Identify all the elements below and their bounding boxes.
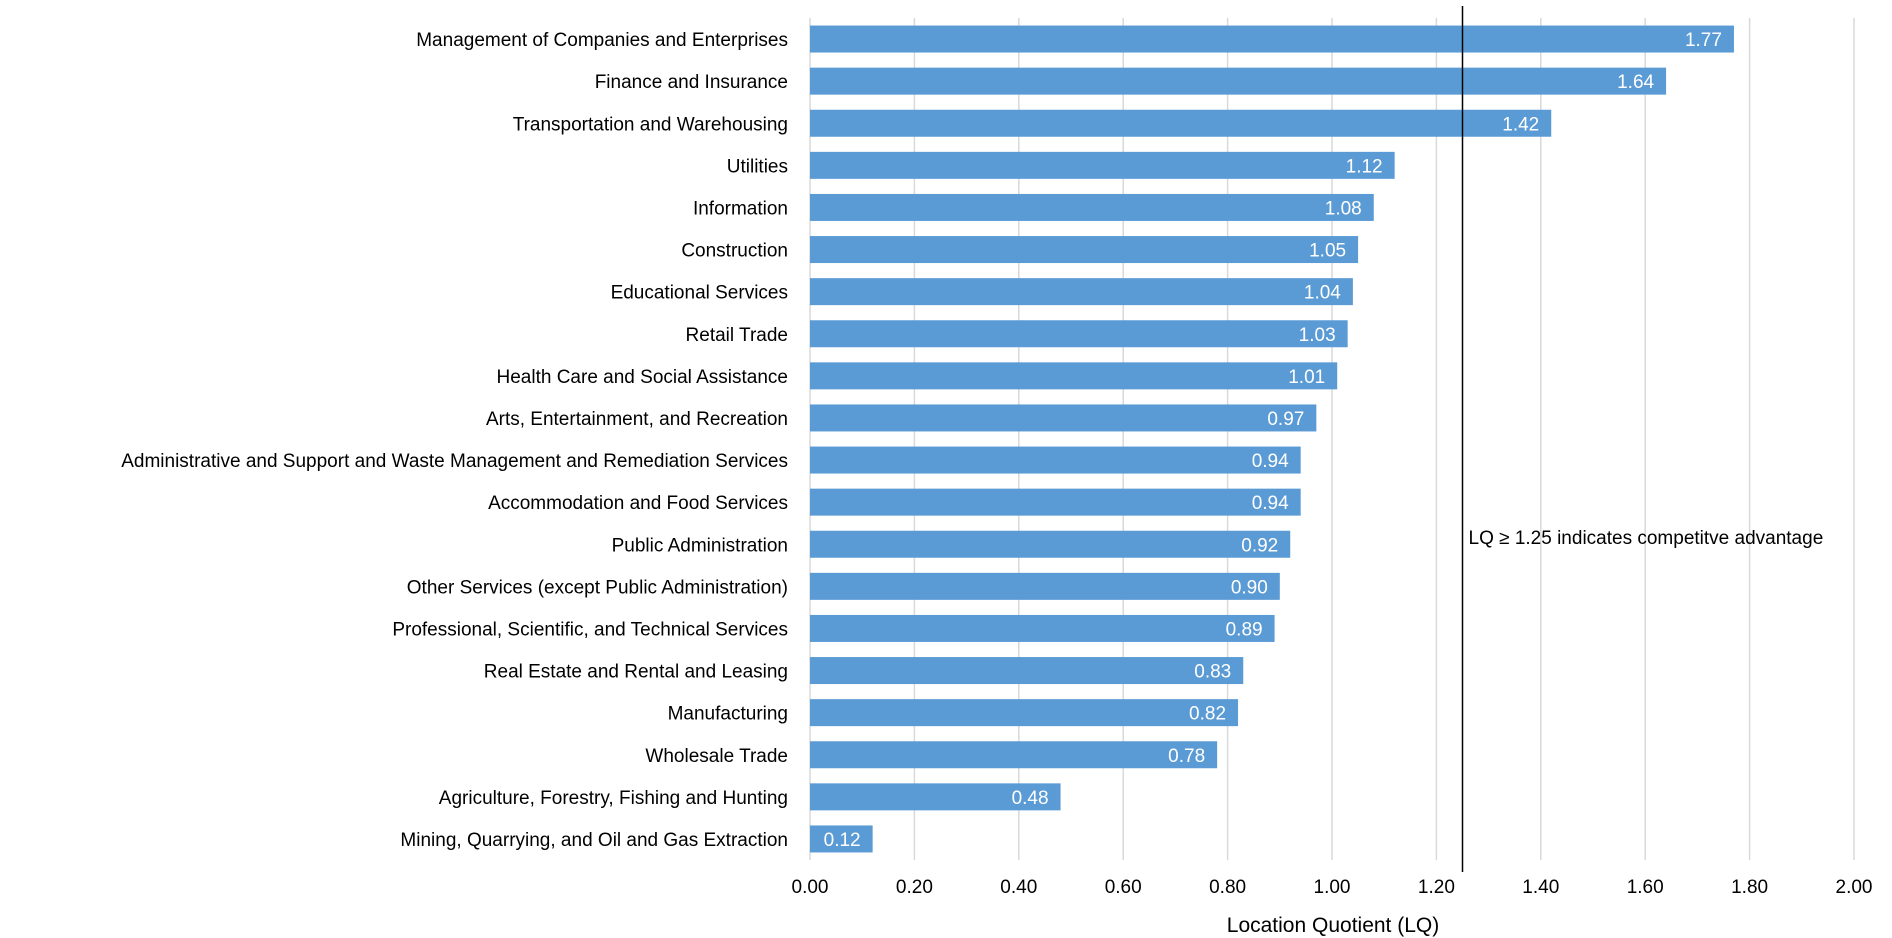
x-tick-label: 1.00: [1314, 877, 1351, 898]
bar: [810, 236, 1359, 264]
category-label: Accommodation and Food Services: [488, 493, 788, 514]
bar: [810, 783, 1061, 811]
data-label: 1.04: [1304, 283, 1341, 304]
data-label: 0.90: [1231, 577, 1268, 598]
data-label: 1.42: [1502, 114, 1539, 135]
data-label: 0.94: [1252, 451, 1289, 472]
data-label: 1.64: [1617, 72, 1654, 93]
bar: [810, 614, 1275, 642]
category-label: Construction: [681, 241, 788, 262]
bars: 1.77 1.64 1.42 1.12 1.08 1.05 1.04 1.03 1.01 0.97…: [810, 25, 1734, 853]
bar: [810, 320, 1348, 348]
reference-line-label: LQ ≥ 1.25 indicates competitve advantage: [1469, 528, 1824, 549]
x-tick-label: 1.60: [1627, 877, 1664, 898]
x-tick-labels: 0.00 0.20 0.40 0.60 0.80 1.00 1.20 1.40 1.60 1.80…: [792, 877, 1873, 898]
x-tick-label: 0.40: [1000, 877, 1037, 898]
data-label: 1.03: [1299, 325, 1336, 346]
x-tick-label: 0.20: [896, 877, 933, 898]
x-tick-label: 0.60: [1105, 877, 1142, 898]
bar: [810, 699, 1239, 727]
data-label: 0.83: [1194, 662, 1231, 683]
category-label: Professional, Scientific, and Technical …: [392, 619, 788, 640]
data-label: 0.92: [1241, 535, 1278, 556]
bar: [810, 657, 1244, 685]
data-label: 1.77: [1685, 30, 1722, 51]
reference-line-group: LQ ≥ 1.25 indicates competitve advantage: [1461, 6, 1824, 872]
bar: [810, 278, 1353, 306]
category-label: Utilities: [727, 156, 788, 177]
category-label: Other Services (except Public Administra…: [407, 577, 788, 598]
category-label: Transportation and Warehousing: [513, 114, 788, 135]
x-tick-label: 0.80: [1209, 877, 1246, 898]
data-label: 0.94: [1252, 493, 1289, 514]
category-label: Wholesale Trade: [645, 746, 788, 767]
category-label: Management of Companies and Enterprises: [416, 30, 788, 51]
category-label: Information: [693, 198, 788, 219]
data-label: 0.89: [1226, 619, 1263, 640]
bar: [810, 193, 1374, 221]
category-label: Educational Services: [611, 283, 788, 304]
x-tick-label: 0.00: [792, 877, 829, 898]
data-label: 0.12: [824, 830, 861, 851]
x-tick-label: 1.20: [1418, 877, 1455, 898]
category-label: Administrative and Support and Waste Man…: [121, 451, 788, 472]
category-label: Health Care and Social Assistance: [497, 367, 789, 388]
category-label: Finance and Insurance: [595, 72, 788, 93]
category-label: Retail Trade: [686, 325, 788, 346]
x-tick-label: 1.40: [1522, 877, 1559, 898]
data-label: 1.01: [1288, 367, 1325, 388]
x-tick-label: 2.00: [1836, 877, 1873, 898]
bar: [810, 25, 1734, 53]
category-labels: Management of Companies and Enterprises F…: [121, 30, 788, 851]
data-label: 1.05: [1309, 241, 1346, 262]
data-label: 1.08: [1325, 198, 1362, 219]
bar: [810, 362, 1338, 390]
bar: [810, 572, 1280, 600]
bar: [810, 825, 873, 853]
category-label: Arts, Entertainment, and Recreation: [486, 409, 788, 430]
x-axis-title: Location Quotient (LQ): [1227, 914, 1439, 937]
category-label: Manufacturing: [668, 704, 788, 725]
x-tick-label: 1.80: [1731, 877, 1768, 898]
data-label: 1.12: [1346, 156, 1383, 177]
category-label: Real Estate and Rental and Leasing: [484, 662, 788, 683]
data-label: 0.78: [1168, 746, 1205, 767]
bar: [810, 109, 1552, 137]
bar: [810, 404, 1317, 432]
data-label: 0.97: [1267, 409, 1304, 430]
bar: [810, 151, 1395, 179]
data-label: 0.48: [1012, 788, 1049, 809]
bar: [810, 446, 1301, 474]
gridlines: [809, 18, 1855, 860]
bar: [810, 488, 1301, 516]
bar: [810, 741, 1218, 769]
category-label: Mining, Quarrying, and Oil and Gas Extra…: [400, 830, 788, 851]
bar: [810, 530, 1291, 558]
category-label: Agriculture, Forestry, Fishing and Hunti…: [439, 788, 788, 809]
data-label: 0.82: [1189, 704, 1226, 725]
category-label: Public Administration: [612, 535, 788, 556]
bar: [810, 67, 1667, 95]
